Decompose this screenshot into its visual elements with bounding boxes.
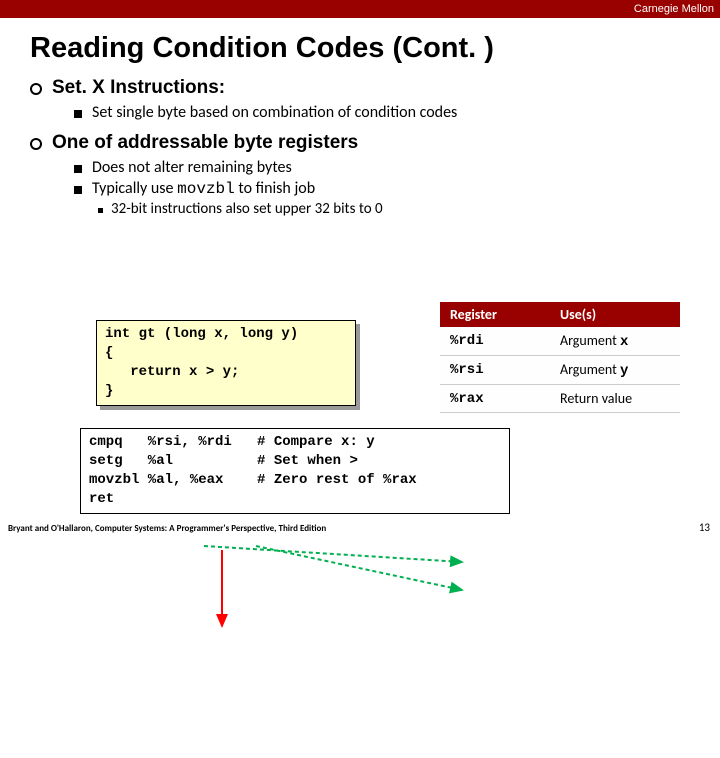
- subsub-item: 32-bit instructions also set upper 32 bi…: [98, 200, 690, 218]
- sub-text-suffix: to finish job: [235, 179, 315, 198]
- page-number: 13: [699, 521, 710, 534]
- bullet-1: Set. X Instructions:: [30, 77, 690, 99]
- slide-title: Reading Condition Codes (Cont. ): [0, 18, 720, 73]
- list-item: Typically use movzbl to finish job: [74, 179, 690, 198]
- square-bullet-icon: [74, 186, 82, 194]
- brand-bar: Carnegie Mellon: [0, 0, 720, 18]
- content-area: Set. X Instructions: Set single byte bas…: [0, 77, 720, 218]
- use-cell: Argument y: [550, 356, 680, 385]
- table-header: Register: [440, 302, 550, 327]
- table-row: %rsiArgument y: [440, 356, 680, 385]
- brand-text: Carnegie Mellon: [634, 3, 714, 15]
- small-square-bullet-icon: [98, 208, 103, 213]
- c-code-box: int gt (long x, long y) { return x > y; …: [96, 320, 356, 406]
- sub-text: Set single byte based on combination of …: [92, 103, 457, 122]
- register-table: RegisterUse(s)%rdiArgument x%rsiArgument…: [440, 302, 680, 413]
- table-row: %raxReturn value: [440, 385, 680, 413]
- table-header: Use(s): [550, 302, 680, 327]
- register-cell: %rdi: [440, 327, 550, 356]
- register-cell: %rax: [440, 385, 550, 413]
- footer-citation: Bryant and O'Hallaron, Computer Systems:…: [8, 523, 326, 534]
- use-cell: Return value: [550, 385, 680, 413]
- assembly-box: cmpq %rsi, %rdi # Compare x: y setg %al …: [80, 428, 510, 514]
- sub-text: Does not alter remaining bytes: [92, 158, 292, 177]
- arrow: [256, 546, 462, 590]
- sub-text-prefix: Typically use: [92, 179, 177, 198]
- square-bullet-icon: [74, 110, 82, 118]
- use-cell: Argument x: [550, 327, 680, 356]
- bullet-1-heading: Set. X Instructions:: [52, 77, 225, 99]
- list-item: Set single byte based on combination of …: [74, 103, 690, 122]
- register-cell: %rsi: [440, 356, 550, 385]
- list-item: Does not alter remaining bytes: [74, 158, 690, 177]
- sub-text: Typically use movzbl to finish job: [92, 179, 315, 198]
- table-row: %rdiArgument x: [440, 327, 680, 356]
- square-bullet-icon: [74, 165, 82, 173]
- bullet-2-heading: One of addressable byte registers: [52, 132, 358, 154]
- bullet-2: One of addressable byte registers: [30, 132, 690, 154]
- subsub-text: 32-bit instructions also set upper 32 bi…: [111, 200, 383, 218]
- bullet-1-subs: Set single byte based on combination of …: [74, 103, 690, 122]
- bullet-2-subs: Does not alter remaining bytes Typically…: [74, 158, 690, 218]
- movzbl-word: movzbl: [177, 180, 235, 198]
- arrow: [204, 546, 462, 562]
- ring-bullet-icon: [30, 83, 42, 95]
- ring-bullet-icon: [30, 138, 42, 150]
